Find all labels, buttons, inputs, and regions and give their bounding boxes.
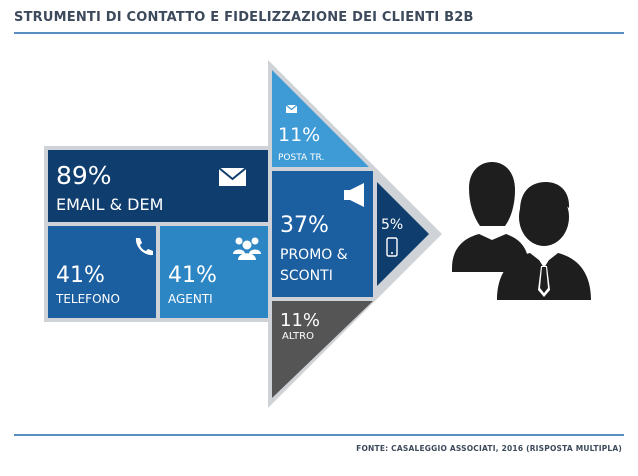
footer-divider xyxy=(14,434,624,436)
segment-agenti xyxy=(160,226,268,318)
page-title: STRUMENTI DI CONTATTO E FIDELIZZAZIONE D… xyxy=(14,10,474,25)
megaphone-icon xyxy=(344,183,364,207)
envelope-icon xyxy=(218,167,247,186)
envelope-icon xyxy=(285,104,298,113)
business-people-icon xyxy=(452,162,591,300)
segment-mobile xyxy=(377,182,429,286)
telefono-value: 41% xyxy=(56,263,105,288)
segment-altro xyxy=(272,301,373,398)
altro-value: 11% xyxy=(280,310,320,331)
posta-value: 11% xyxy=(278,124,320,146)
title-divider xyxy=(14,32,624,34)
promo-label-line2: SCONTI xyxy=(280,268,333,284)
email-value: 89% xyxy=(56,161,112,190)
people-icon xyxy=(233,237,261,260)
email-label: EMAIL & DEM xyxy=(56,195,163,214)
agenti-value: 41% xyxy=(168,263,217,288)
mobile-value: 5% xyxy=(381,217,403,233)
source-note: FONTE: CASALEGGIO ASSOCIATI, 2016 (RISPO… xyxy=(356,444,622,453)
promo-label-line1: PROMO & xyxy=(280,247,348,263)
telefono-label: TELEFONO xyxy=(55,292,120,306)
agenti-label: AGENTI xyxy=(168,292,213,306)
phone-icon xyxy=(135,238,153,256)
smartphone-icon xyxy=(386,237,398,257)
altro-label: ALTRO xyxy=(282,331,314,342)
posta-label: POSTA TR. xyxy=(278,153,324,163)
segment-posta xyxy=(272,70,369,167)
segment-promo xyxy=(272,171,373,297)
promo-value: 37% xyxy=(280,213,329,238)
